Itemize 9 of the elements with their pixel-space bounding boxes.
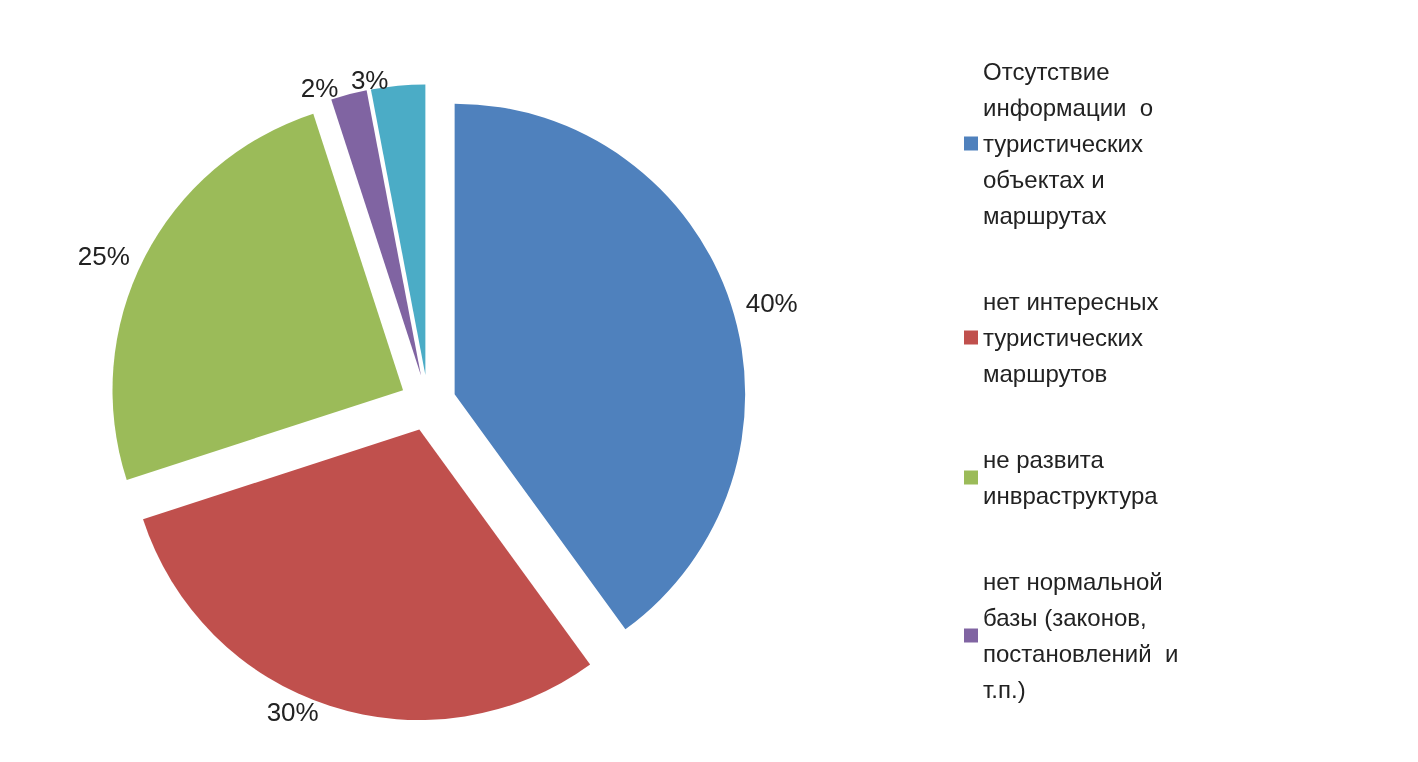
data-label: 30% <box>266 696 319 727</box>
legend-label: не развита инвраструктура <box>983 446 1159 509</box>
data-label: 3% <box>350 64 389 95</box>
legend-label: Отсутствие информации о туристических объектах и маршрутах <box>983 58 1160 229</box>
legend-label: нет интересных туристических маршрутов <box>983 288 1166 387</box>
data-label: 2% <box>300 73 339 104</box>
data-label: 40% <box>745 287 798 318</box>
data-label: 25% <box>77 240 130 271</box>
legend-label: нет нормальной базы (законов, постановлений и т.п.) <box>983 568 1186 703</box>
